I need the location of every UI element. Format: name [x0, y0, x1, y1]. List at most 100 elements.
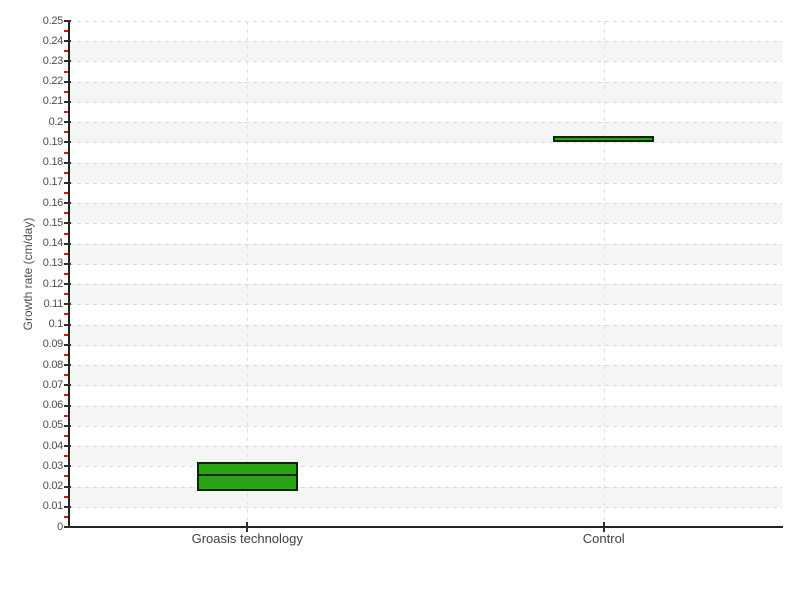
x-major-tick — [246, 522, 249, 532]
y-tick-label: 0.15 — [42, 216, 64, 229]
x-category-label: Groasis technology — [191, 531, 303, 546]
y-minor-tick — [64, 212, 68, 215]
y-major-tick — [64, 505, 71, 508]
x-major-tick — [602, 522, 605, 532]
y-tick-label: 0.16 — [42, 196, 64, 209]
y-minor-tick — [64, 414, 68, 417]
h-gridline — [69, 466, 782, 468]
y-major-tick — [64, 100, 71, 103]
y-tick-label: 0.18 — [42, 156, 64, 169]
y-major-tick — [64, 40, 71, 43]
y-major-tick — [64, 141, 71, 144]
y-tick-label: 0.08 — [42, 358, 64, 371]
y-major-tick — [64, 526, 71, 528]
y-minor-tick — [64, 192, 68, 195]
y-major-tick — [64, 303, 71, 306]
y-tick-label: 0 — [57, 520, 63, 533]
y-major-tick — [64, 283, 71, 286]
y-tick-label: 0.25 — [42, 14, 64, 27]
median-line — [555, 140, 653, 143]
y-minor-tick — [64, 131, 68, 134]
y-tick-label: 0.24 — [42, 34, 64, 47]
y-minor-tick — [64, 495, 68, 498]
plot-area — [64, 20, 783, 532]
row-band — [69, 486, 782, 507]
y-major-tick — [64, 222, 71, 225]
y-tick-label: 0.19 — [42, 135, 64, 148]
y-minor-tick — [64, 50, 68, 53]
y-tick-label: 0.03 — [42, 459, 64, 472]
y-minor-tick — [64, 333, 68, 336]
y-tick-label: 0.07 — [42, 378, 64, 391]
y-major-tick — [64, 202, 71, 205]
y-minor-tick — [64, 374, 68, 377]
y-major-tick — [64, 161, 71, 164]
y-major-tick — [64, 465, 71, 468]
y-tick-label: 0.13 — [42, 257, 64, 270]
h-gridline — [69, 304, 782, 306]
x-category-label: Control — [582, 531, 625, 546]
h-gridline — [69, 122, 782, 124]
row-band — [69, 446, 782, 467]
y-minor-tick — [64, 30, 68, 33]
row-band — [69, 41, 782, 62]
median-line — [198, 474, 296, 477]
y-tick-label: 0.01 — [42, 500, 64, 513]
h-gridline — [69, 223, 782, 225]
y-axis-line — [68, 21, 70, 528]
h-gridline — [69, 344, 782, 346]
y-minor-tick — [64, 111, 68, 114]
row-band — [69, 81, 782, 102]
y-tick-label: 0.14 — [42, 237, 64, 250]
row-band — [69, 162, 782, 183]
y-tick-label: 0.06 — [42, 399, 64, 412]
h-gridline — [69, 506, 782, 508]
y-major-tick — [64, 343, 71, 346]
h-gridline — [69, 365, 782, 367]
box-control — [553, 136, 655, 143]
y-minor-tick — [64, 353, 68, 356]
h-gridline — [69, 425, 782, 427]
y-major-tick — [64, 424, 71, 427]
y-minor-tick — [64, 475, 68, 478]
h-gridline — [69, 162, 782, 164]
y-minor-tick — [64, 273, 68, 275]
row-band — [69, 284, 782, 305]
h-gridline — [69, 142, 782, 144]
y-tick-label: 0.21 — [42, 95, 64, 108]
h-gridline — [69, 243, 782, 245]
y-minor-tick — [64, 70, 68, 73]
y-major-tick — [64, 445, 71, 448]
y-tick-label: 0.17 — [42, 176, 64, 189]
y-major-tick — [64, 364, 71, 367]
row-band — [69, 243, 782, 264]
h-gridline — [69, 101, 782, 103]
h-gridline — [69, 324, 782, 326]
y-tick-label: 0.12 — [42, 277, 64, 290]
y-tick-label: 0.1 — [48, 318, 64, 331]
h-gridline — [69, 41, 782, 43]
h-gridline — [69, 203, 782, 205]
y-minor-tick — [64, 232, 68, 235]
v-gridline — [603, 21, 605, 527]
h-gridline — [69, 385, 782, 387]
h-gridline — [69, 446, 782, 448]
y-major-tick — [64, 242, 71, 245]
row-band — [69, 324, 782, 345]
y-minor-tick — [64, 90, 68, 93]
row-band — [69, 203, 782, 224]
y-tick-label: 0.23 — [42, 54, 64, 67]
y-tick-label: 0.22 — [42, 75, 64, 88]
row-band — [69, 365, 782, 386]
y-minor-tick — [64, 293, 68, 296]
y-tick-label: 0.09 — [42, 338, 64, 351]
y-major-tick — [64, 323, 71, 326]
v-gridline — [247, 21, 249, 527]
y-major-tick — [64, 485, 71, 488]
h-gridline — [69, 81, 782, 83]
y-major-tick — [64, 121, 71, 124]
y-tick-label: 0.04 — [42, 439, 64, 452]
y-minor-tick — [64, 171, 68, 174]
row-band — [69, 405, 782, 426]
